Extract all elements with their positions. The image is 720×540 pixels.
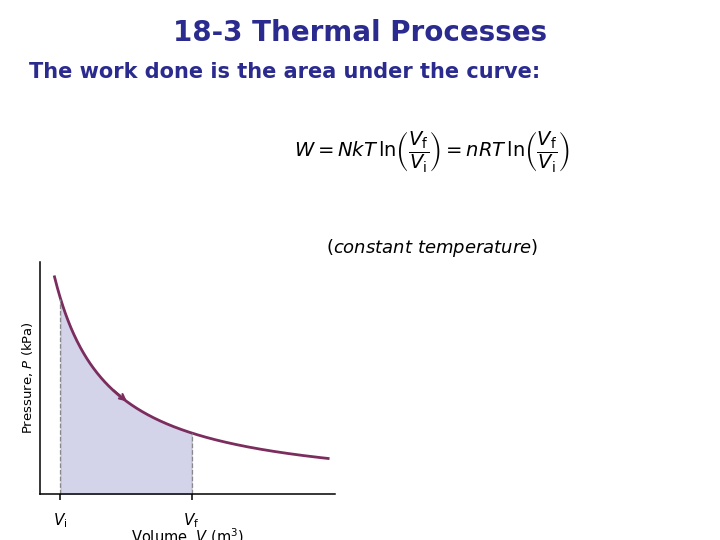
Text: 18-3 Thermal Processes: 18-3 Thermal Processes [173, 19, 547, 47]
Y-axis label: Pressure, $P$ (kPa): Pressure, $P$ (kPa) [20, 321, 35, 435]
Text: $\mathit{(constant\ temperature)}$: $\mathit{(constant\ temperature)}$ [326, 238, 538, 259]
X-axis label: Volume, $V$ (m$^3$): Volume, $V$ (m$^3$) [131, 526, 243, 540]
Text: The work done is the area under the curve:: The work done is the area under the curv… [29, 62, 540, 82]
Text: $W = NkT\,\ln\!\left(\dfrac{V_{\mathrm{f}}}{V_{\mathrm{i}}}\right) = nRT\,\ln\!\: $W = NkT\,\ln\!\left(\dfrac{V_{\mathrm{f… [294, 129, 570, 174]
Text: $V_{\mathrm{f}}$: $V_{\mathrm{f}}$ [184, 511, 200, 530]
Text: $V_{\mathrm{i}}$: $V_{\mathrm{i}}$ [53, 511, 68, 530]
